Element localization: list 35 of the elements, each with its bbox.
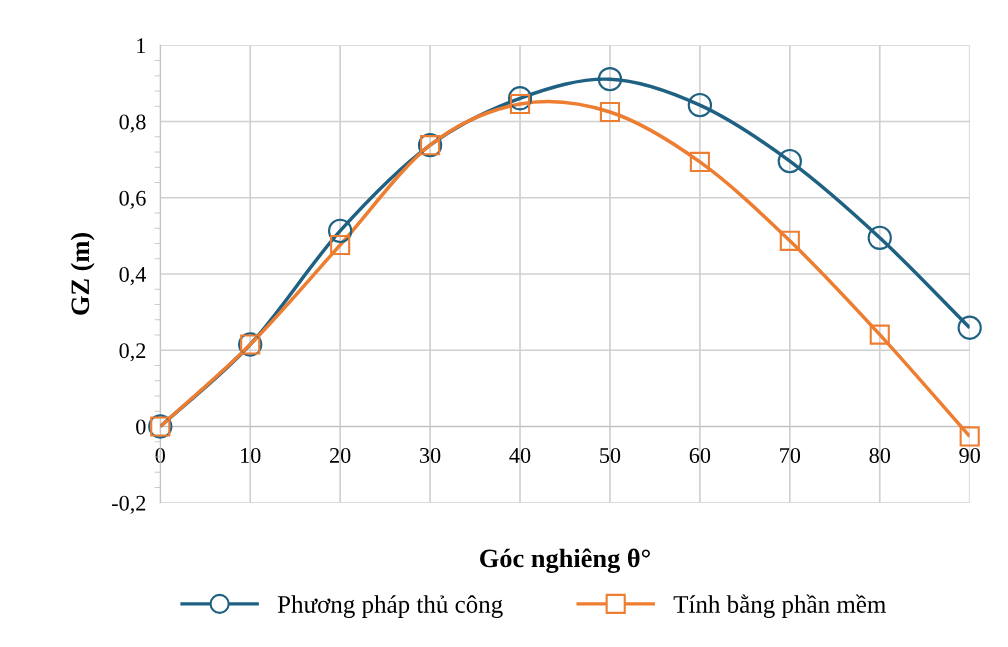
x-tick-label: 90 bbox=[959, 447, 980, 463]
x-tick-label: 60 bbox=[689, 447, 711, 463]
y-tick-label: 0,8 bbox=[119, 114, 146, 133]
point bbox=[597, 67, 623, 92]
point bbox=[687, 92, 713, 118]
point bbox=[327, 218, 353, 244]
x-axis-title: Góc nghiêng θ° bbox=[480, 548, 650, 573]
x-tick-label: 30 bbox=[420, 447, 441, 463]
y-tick-label: 0,6 bbox=[119, 190, 146, 209]
point bbox=[779, 230, 800, 251]
point bbox=[777, 149, 802, 174]
y-tick-label: 0,2 bbox=[119, 343, 146, 362]
legend-label: Tính bằng phần mềm bbox=[673, 594, 886, 619]
legend-label: Phương pháp thủ công bbox=[277, 595, 503, 619]
x-tick-label: 10 bbox=[241, 447, 261, 463]
x-tick-label: 0 bbox=[155, 447, 165, 463]
x-tick-label: 40 bbox=[509, 447, 531, 463]
y-tick-label: -0,2 bbox=[112, 495, 146, 514]
point bbox=[867, 225, 892, 250]
y-tick-label: 0,4 bbox=[119, 266, 147, 286]
x-tick-label: 50 bbox=[600, 447, 621, 463]
y-tick-label: 1 bbox=[137, 38, 146, 53]
x-tick-label: 20 bbox=[330, 447, 351, 463]
y-tick-label: 0 bbox=[136, 419, 146, 435]
point bbox=[599, 101, 621, 123]
point bbox=[689, 151, 710, 172]
point bbox=[509, 93, 531, 115]
point bbox=[959, 426, 980, 447]
point bbox=[507, 86, 533, 111]
point bbox=[957, 315, 982, 340]
point bbox=[330, 234, 351, 256]
y-axis-title: GZ (m) bbox=[70, 233, 95, 315]
point bbox=[869, 324, 890, 345]
x-tick-label: 80 bbox=[869, 447, 891, 463]
x-tick-label: 70 bbox=[780, 447, 801, 463]
